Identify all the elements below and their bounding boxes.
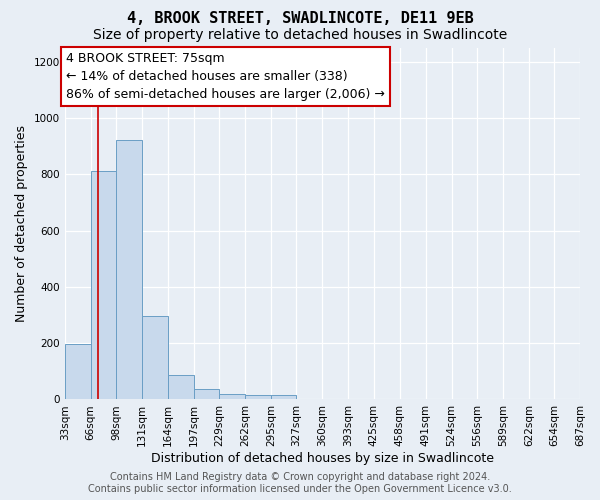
Text: 4, BROOK STREET, SWADLINCOTE, DE11 9EB: 4, BROOK STREET, SWADLINCOTE, DE11 9EB [127, 11, 473, 26]
Bar [142, 316, 168, 400]
Bar [116, 140, 142, 400]
Bar [271, 395, 296, 400]
Bar [65, 344, 91, 400]
Text: Size of property relative to detached houses in Swadlincote: Size of property relative to detached ho… [93, 28, 507, 42]
Bar [194, 389, 219, 400]
Bar [168, 374, 194, 400]
Bar [219, 394, 245, 400]
Y-axis label: Number of detached properties: Number of detached properties [15, 125, 28, 322]
X-axis label: Distribution of detached houses by size in Swadlincote: Distribution of detached houses by size … [151, 452, 494, 465]
Text: 4 BROOK STREET: 75sqm
← 14% of detached houses are smaller (338)
86% of semi-det: 4 BROOK STREET: 75sqm ← 14% of detached … [66, 52, 385, 100]
Bar [91, 172, 116, 400]
Text: Contains HM Land Registry data © Crown copyright and database right 2024.
Contai: Contains HM Land Registry data © Crown c… [88, 472, 512, 494]
Bar [245, 395, 271, 400]
